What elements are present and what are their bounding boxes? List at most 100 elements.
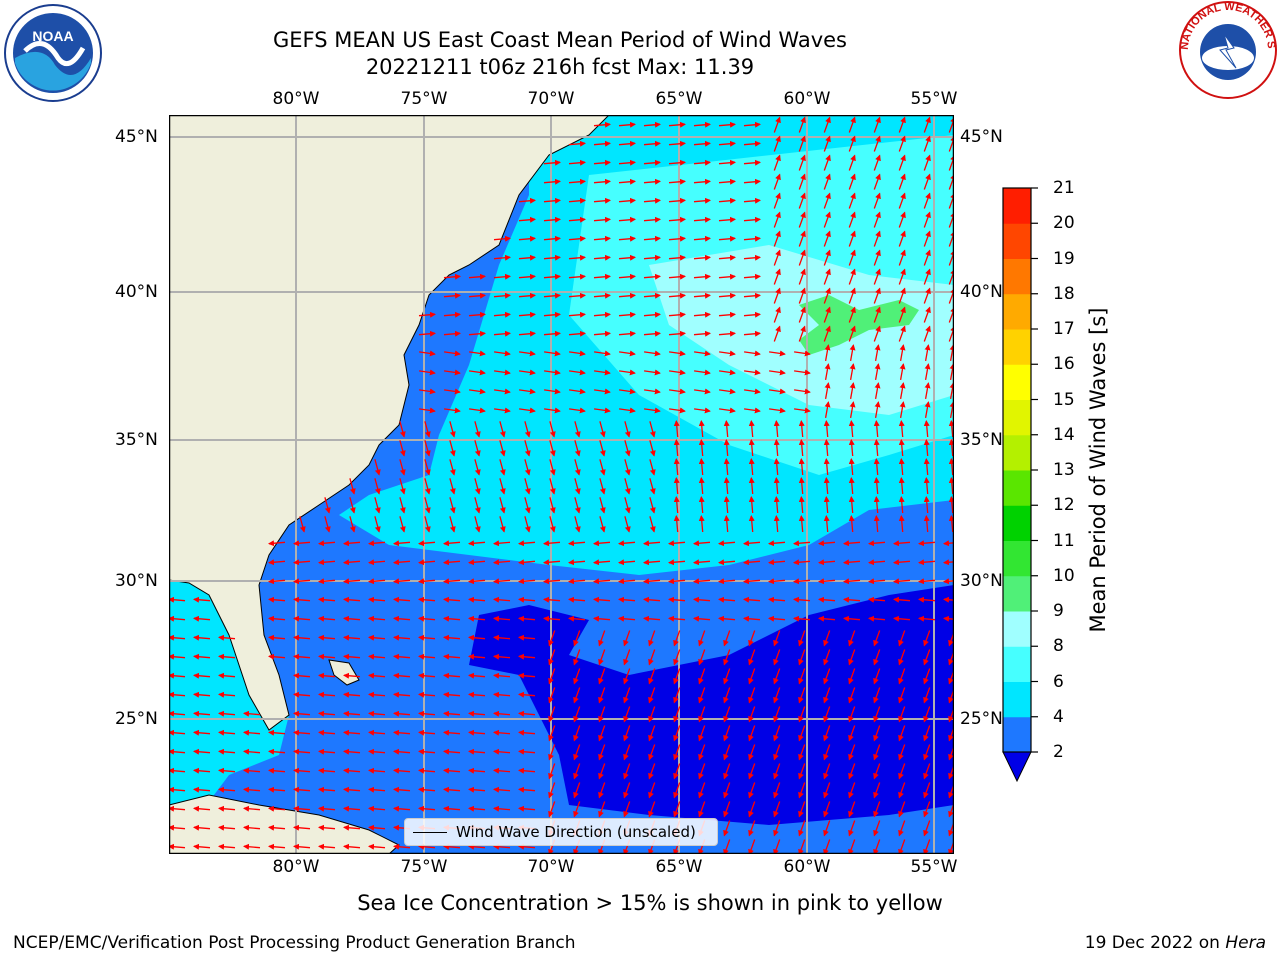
wind-wave-arrow <box>848 211 856 228</box>
wind-wave-arrow <box>823 230 831 247</box>
wind-wave-arrow <box>543 197 561 204</box>
wind-wave-arrow <box>374 459 381 476</box>
wind-wave-arrow <box>573 801 581 818</box>
wind-wave-arrow <box>873 230 881 247</box>
wind-wave-arrow <box>443 729 461 736</box>
wind-wave-arrow <box>449 459 456 476</box>
wind-wave-arrow <box>793 615 811 622</box>
lon-label-top: 80°W <box>272 89 320 109</box>
wind-wave-arrow <box>624 459 631 476</box>
wind-wave-arrow <box>193 615 211 622</box>
wind-wave-arrow <box>823 420 830 438</box>
wind-wave-arrow <box>399 459 406 476</box>
wind-wave-arrow <box>268 805 286 812</box>
wind-wave-arrow <box>343 729 361 736</box>
wind-wave-arrow <box>873 839 881 854</box>
wind-wave-arrow <box>823 477 830 495</box>
wind-wave-arrow <box>823 839 831 854</box>
wind-wave-arrow <box>948 439 954 457</box>
wind-wave-arrow <box>468 729 486 736</box>
wind-wave-arrow <box>644 388 661 395</box>
wind-wave-arrow <box>868 559 886 566</box>
wind-wave-arrow <box>899 401 906 419</box>
wind-wave-arrow <box>324 516 331 533</box>
wind-wave-arrow <box>519 369 536 376</box>
wind-wave-arrow <box>873 192 881 209</box>
wind-wave-arrow <box>474 440 481 457</box>
wind-wave-arrow <box>873 763 881 780</box>
wind-wave-arrow <box>668 559 686 566</box>
lat-label-left: 40°N <box>115 282 158 302</box>
wind-wave-arrow <box>748 649 756 666</box>
wind-wave-arrow <box>424 516 431 533</box>
wind-wave-arrow <box>343 615 361 622</box>
wind-wave-arrow <box>748 687 756 704</box>
wind-wave-arrow <box>343 824 361 831</box>
wind-wave-arrow <box>574 459 581 476</box>
wind-wave-arrow <box>543 235 561 242</box>
wind-wave-arrow <box>743 235 761 242</box>
wind-wave-arrow <box>743 216 761 223</box>
wind-wave-arrow <box>418 767 436 774</box>
wind-wave-arrow <box>418 786 436 793</box>
wind-wave-arrow <box>649 459 656 476</box>
wind-wave-arrow <box>468 653 486 660</box>
wind-wave-arrow <box>343 596 361 603</box>
wind-wave-arrow <box>524 459 531 476</box>
wind-wave-arrow <box>898 192 906 209</box>
colorbar-tick-label: 13 <box>1053 460 1075 480</box>
wind-wave-arrow <box>598 744 606 761</box>
wind-wave-arrow <box>718 330 736 337</box>
wind-wave-arrow <box>399 516 406 533</box>
wind-wave-arrow <box>568 578 586 585</box>
wind-wave-arrow <box>924 363 931 381</box>
wind-wave-arrow <box>798 325 806 342</box>
wind-wave-arrow <box>723 515 730 533</box>
wind-wave-arrow <box>293 748 311 755</box>
wind-wave-arrow <box>769 388 786 395</box>
wind-wave-arrow <box>848 801 856 818</box>
wind-wave-arrow <box>649 516 656 533</box>
wind-wave-arrow <box>493 330 511 337</box>
wind-wave-arrow <box>393 653 411 660</box>
wind-wave-arrow <box>773 820 781 837</box>
wind-wave-arrow <box>343 767 361 774</box>
wind-wave-arrow <box>823 649 831 666</box>
wind-wave-arrow <box>723 477 730 495</box>
wind-wave-arrow <box>443 634 461 641</box>
wind-wave-arrow <box>548 687 556 704</box>
colorbar-tick-label: 4 <box>1053 706 1064 727</box>
wind-wave-arrow <box>918 596 936 603</box>
wind-wave-arrow <box>893 596 911 603</box>
wind-wave-arrow <box>748 839 756 854</box>
wind-wave-arrow <box>873 116 881 133</box>
wind-wave-arrow <box>593 330 611 337</box>
wind-wave-arrow <box>693 140 711 147</box>
lon-label-top: 60°W <box>783 89 831 109</box>
wind-wave-arrow <box>343 691 361 698</box>
wind-wave-arrow <box>874 344 881 362</box>
colorbar-swatch <box>1003 611 1031 647</box>
wind-wave-arrow <box>474 421 481 438</box>
wind-wave-arrow <box>169 672 186 679</box>
wind-wave-arrow <box>649 440 656 457</box>
wind-wave-arrow <box>169 653 186 660</box>
wind-wave-arrow <box>693 540 711 547</box>
wind-wave-arrow <box>848 477 855 495</box>
wind-wave-arrow <box>169 615 186 622</box>
wind-wave-arrow <box>948 515 954 533</box>
wind-wave-arrow <box>768 596 786 603</box>
wind-wave-arrow <box>218 634 236 641</box>
wind-wave-arrow <box>848 230 856 247</box>
wind-wave-arrow <box>549 497 556 514</box>
wind-wave-arrow <box>169 691 186 698</box>
wind-wave-arrow <box>518 311 536 318</box>
wind-wave-arrow <box>268 540 286 547</box>
wind-wave-arrow <box>193 634 211 641</box>
wind-wave-arrow <box>718 311 736 318</box>
wind-wave-arrow <box>643 596 661 603</box>
wind-wave-arrow <box>624 421 631 438</box>
wind-wave-arrow <box>873 306 881 323</box>
wind-wave-arrow <box>443 691 461 698</box>
wind-wave-arrow <box>418 578 436 585</box>
